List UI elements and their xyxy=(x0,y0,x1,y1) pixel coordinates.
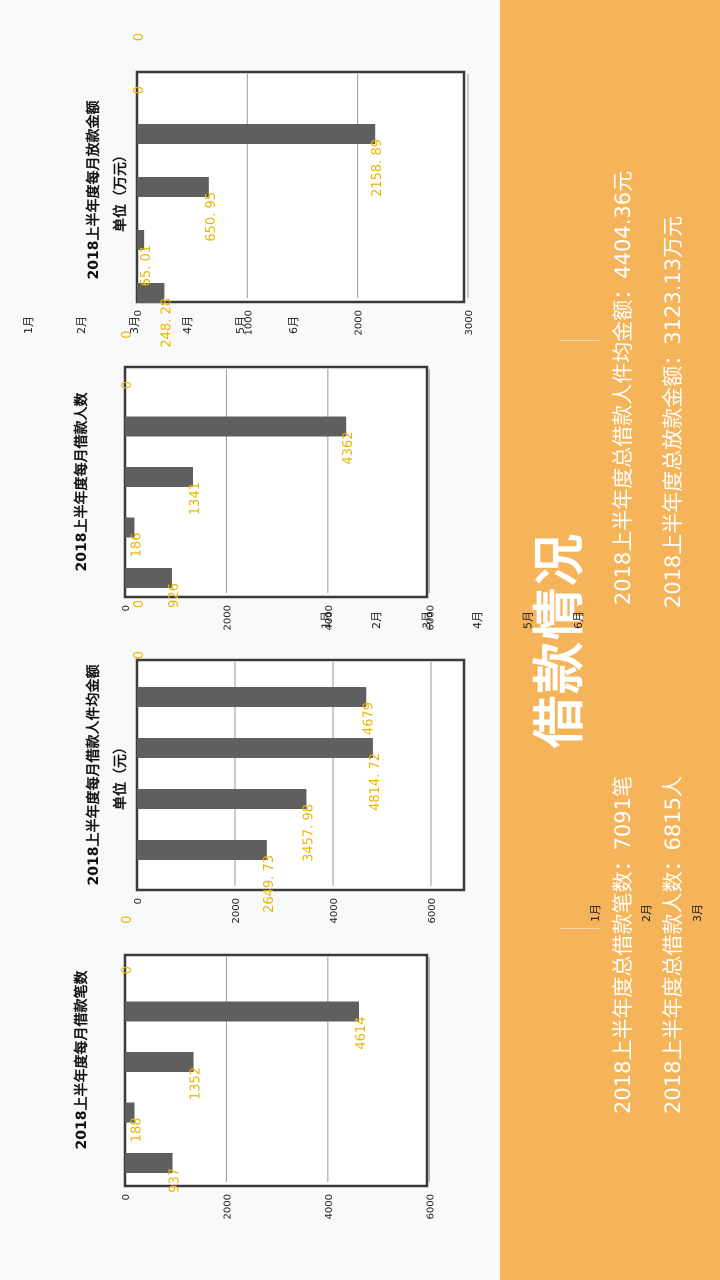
data-label-3-2: 650. 95 xyxy=(204,192,219,242)
category-label-3-5: 1月 xyxy=(22,316,35,334)
bar-2-0 xyxy=(125,568,172,588)
data-label-1-1: 3457. 98 xyxy=(301,804,316,862)
data-label-2-3: 4362 xyxy=(341,432,356,465)
data-label-3-3: 2158. 89 xyxy=(370,139,385,197)
data-label-1-2: 4814. 72 xyxy=(368,753,383,811)
category-label-2-1: 5月 xyxy=(522,611,535,629)
y-tick-label: 3000 xyxy=(464,310,475,335)
chart-title-1: 2018上半年度每月借款人件均金额 xyxy=(85,665,102,886)
category-label-3-2: 4月 xyxy=(181,316,194,334)
category-label-2-2: 4月 xyxy=(471,611,484,629)
y-tick-label: 6000 xyxy=(425,605,436,630)
bar-0-2 xyxy=(125,1052,194,1072)
category-label-2-5: 1月 xyxy=(320,611,333,629)
bar-2-3 xyxy=(125,416,347,437)
chart-title-3: 2018上半年度每月放款金额 xyxy=(85,101,102,280)
data-label-1-4: 0 xyxy=(132,651,147,659)
y-tick-label: 4000 xyxy=(324,605,335,630)
data-label-2-1: 186 xyxy=(129,533,144,558)
data-label-3-4: 0 xyxy=(132,86,147,94)
y-tick-label: 2000 xyxy=(231,898,242,923)
y-tick-label: 6000 xyxy=(425,1194,436,1219)
data-label-2-4: 0 xyxy=(120,381,135,389)
data-label-1-5: 0 xyxy=(132,600,147,608)
chart-subtitle-3: 单位（万元） xyxy=(112,148,129,232)
category-label-1-5: 1月 xyxy=(589,904,602,922)
category-label-2-4: 2月 xyxy=(370,611,383,629)
bar-0-0 xyxy=(125,1153,173,1173)
data-label-0-0: 937 xyxy=(168,1168,183,1193)
data-label-2-2: 1341 xyxy=(188,482,203,515)
y-tick-label: 2000 xyxy=(222,605,233,630)
chart-subtitle-1: 单位（元） xyxy=(112,740,129,810)
y-tick-label: 0 xyxy=(121,605,132,611)
bar-1-3 xyxy=(137,687,367,707)
bar-1-0 xyxy=(137,840,267,860)
y-tick-label: 2000 xyxy=(354,310,365,335)
bar-3-1 xyxy=(137,230,145,250)
data-label-0-5: 0 xyxy=(120,916,135,924)
y-tick-label: 4000 xyxy=(329,898,340,923)
data-label-0-3: 4614 xyxy=(354,1017,369,1050)
bar-3-0 xyxy=(137,283,165,303)
y-tick-label: 0 xyxy=(133,310,144,316)
data-label-0-4: 0 xyxy=(120,966,135,974)
data-label-1-3: 4679 xyxy=(361,702,376,735)
category-label-3-3: 3月 xyxy=(128,316,141,334)
bar-0-1 xyxy=(125,1102,135,1123)
category-label-1-4: 2月 xyxy=(640,904,653,922)
y-tick-label: 6000 xyxy=(427,898,438,923)
bar-1-1 xyxy=(137,789,307,809)
bar-3-2 xyxy=(137,177,209,197)
data-label-1-0: 2649. 73 xyxy=(262,855,277,913)
data-label-0-2: 1352 xyxy=(189,1067,204,1100)
y-tick-label: 0 xyxy=(121,1194,132,1200)
bar-3-3 xyxy=(137,124,376,144)
bar-2-1 xyxy=(125,517,135,538)
data-label-3-1: 65. 01 xyxy=(139,245,154,286)
bar-1-2 xyxy=(137,738,373,758)
summary-panel xyxy=(500,0,720,1280)
y-tick-label: 4000 xyxy=(324,1194,335,1219)
y-tick-label: 0 xyxy=(133,898,144,904)
data-label-0-1: 188 xyxy=(130,1118,145,1143)
data-label-2-5: 0 xyxy=(120,331,135,339)
category-label-2-0: 6月 xyxy=(572,611,585,629)
chart-title-2: 2018上半年度每月借款人数 xyxy=(73,392,90,572)
category-label-3-0: 6月 xyxy=(287,316,300,334)
y-tick-label: 1000 xyxy=(243,310,254,335)
category-label-2-3: 3月 xyxy=(421,611,434,629)
data-label-3-0: 248. 28 xyxy=(159,298,174,348)
category-label-3-4: 2月 xyxy=(75,316,88,334)
chart-title-0: 2018上半年度每月借款笔数 xyxy=(73,970,90,1150)
divider-bottom xyxy=(560,928,600,929)
category-label-3-1: 5月 xyxy=(234,316,247,334)
y-tick-label: 2000 xyxy=(222,1194,233,1219)
data-label-2-0: 926 xyxy=(167,583,182,608)
bar-0-3 xyxy=(125,1001,359,1022)
divider-top xyxy=(560,340,600,341)
category-label-1-3: 3月 xyxy=(691,904,704,922)
data-label-3-5: 0 xyxy=(132,33,147,41)
bar-2-2 xyxy=(125,467,194,487)
